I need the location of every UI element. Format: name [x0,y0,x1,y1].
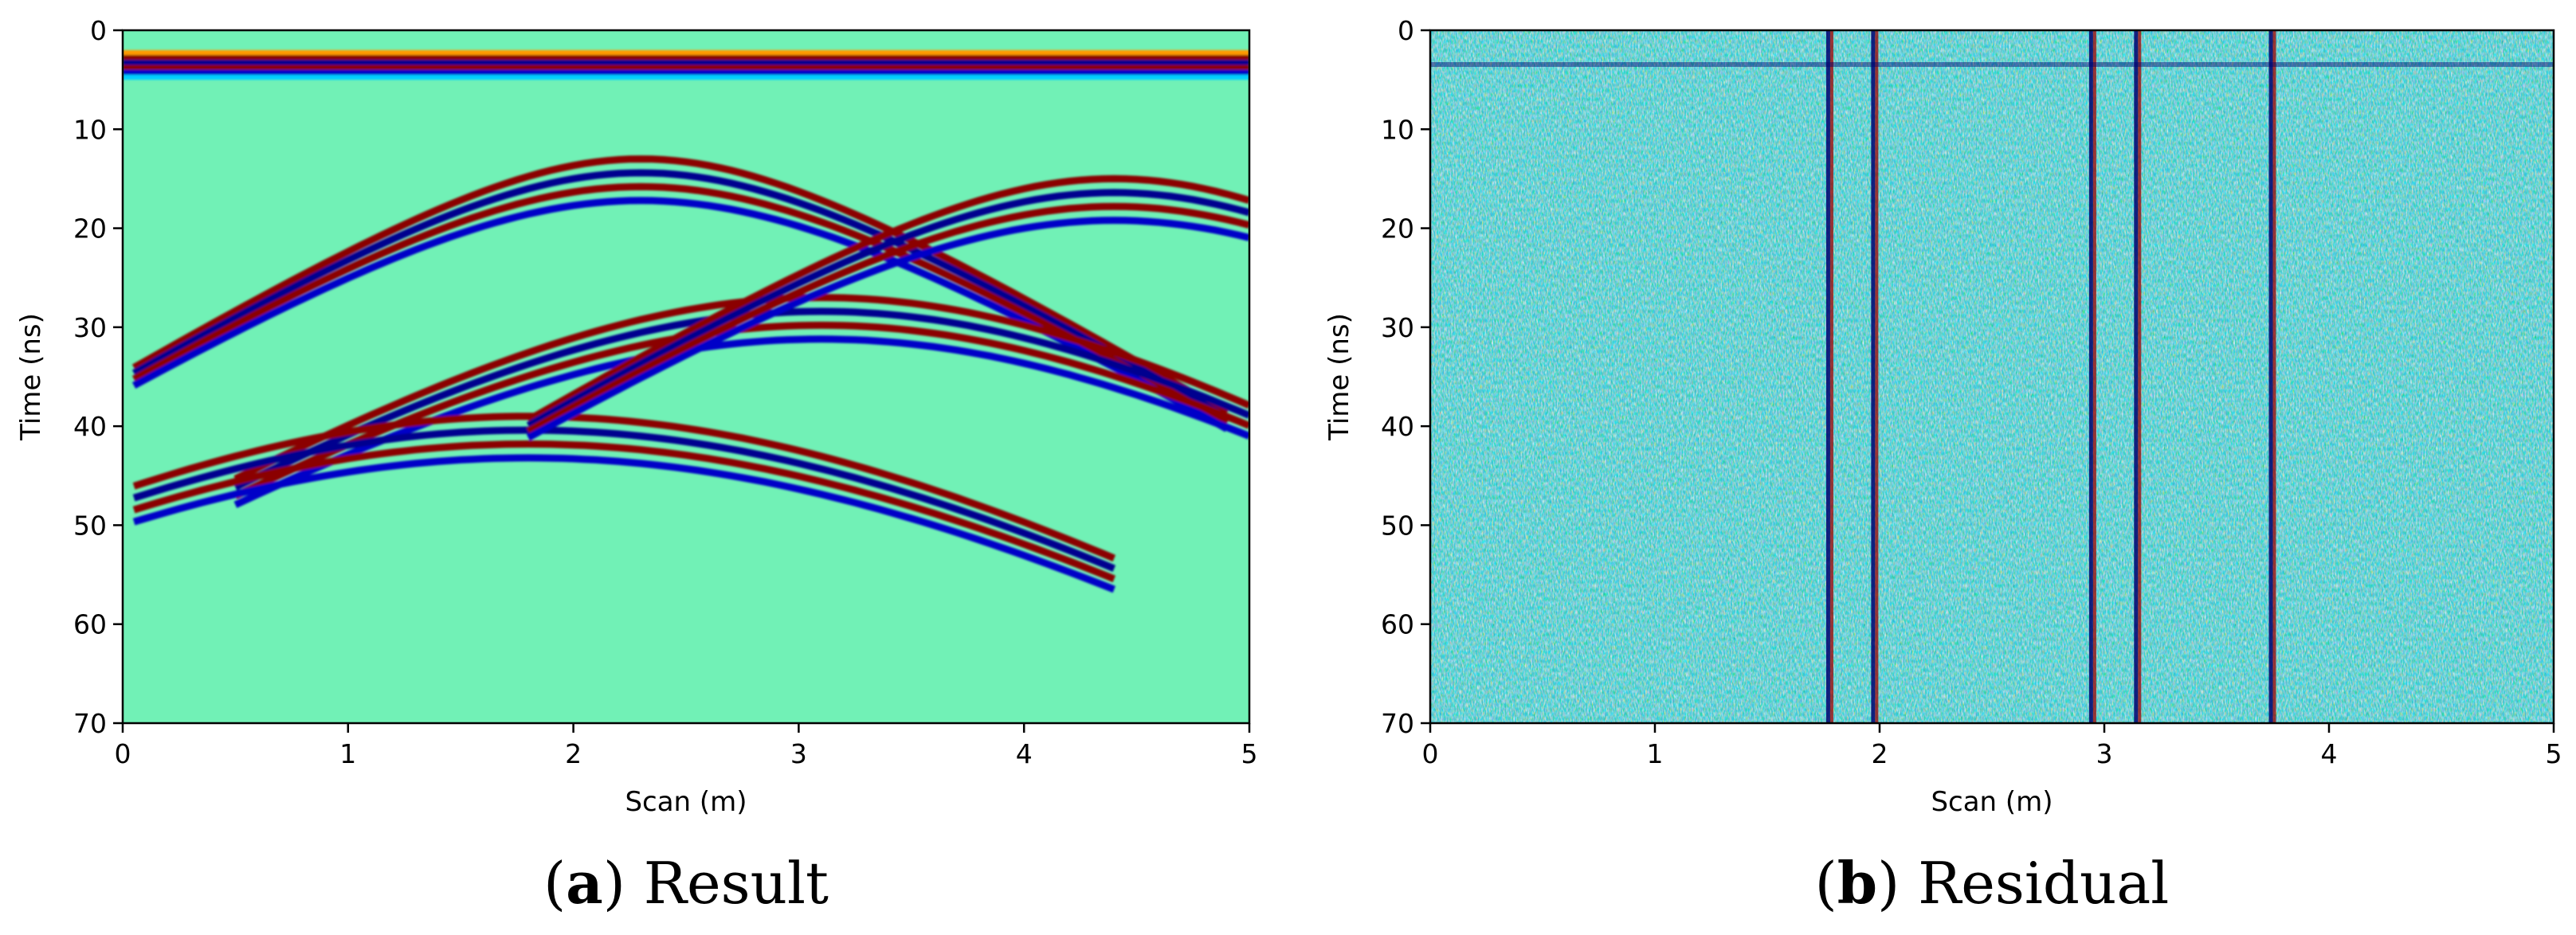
residual-x-tick-label: 5 [2546,738,2562,769]
result-axes-frame [121,29,1251,725]
residual-stripe [2092,30,2096,723]
residual-x-tick-label: 3 [2096,738,2113,769]
reflection-hyperbola [233,335,1249,508]
result-heatmap [123,30,1249,723]
result-y-tick-label: 40 [73,411,107,442]
result-caption: (a) Result [543,849,829,917]
residual-x-tick-label: 1 [1647,738,1664,769]
residual-y-tick-label: 40 [1381,411,1414,442]
result-y-axis-label: Time (ns) [15,313,47,441]
reflection-hyperbola [132,413,1116,562]
reflection-hyperbola [526,202,1249,435]
direct-wave-band [123,69,1249,75]
reflection-hyperbola [131,182,1229,427]
direct-wave-band [123,60,1249,65]
residual-stripe [2138,30,2142,723]
result-y-tick-label: 60 [73,609,107,640]
direct-wave-band [123,49,1249,56]
direct-wave-band [123,74,1249,80]
residual-x-tick-label: 4 [2321,738,2338,769]
residual-axes-frame [1429,29,2555,725]
reflection-hyperbola [131,155,1229,417]
residual-y-axis-label: Time (ns) [1323,313,1355,441]
residual-stripe [1871,30,1876,723]
result-y-tick-label: 10 [73,114,107,145]
result-y-tick-label: 50 [73,510,107,541]
residual-y-tick-label: 20 [1381,213,1414,245]
residual-x-tick-label: 2 [1872,738,1888,769]
residual-stripe [2268,30,2273,723]
residual-stripe [1875,30,1879,723]
residual-stripe [2088,30,2093,723]
result-y-tick-label: 70 [73,708,107,739]
residual-y-tick-label: 10 [1381,114,1414,145]
residual-caption: (b) Residual [1815,849,2170,917]
reflection-hyperbola [131,169,1229,421]
reflection-hyperbola [132,454,1115,593]
direct-wave-band [123,65,1249,70]
result-x-tick-label: 1 [339,738,356,769]
result-x-tick-label: 0 [115,738,131,769]
result-x-axis-label: Scan (m) [625,786,747,818]
residual-y-tick-label: 70 [1381,708,1414,739]
residual-direct-wave-line [1430,62,2554,67]
result-y-tick-label: 30 [73,312,107,343]
reflection-hyperbola [132,440,1115,583]
residual-heatmap [1430,30,2554,723]
residual-stripe [2272,30,2276,723]
residual-y-tick-label: 60 [1381,609,1414,640]
result-y-tick-label: 20 [73,213,107,245]
result-x-tick-label: 4 [1016,738,1033,769]
direct-wave-band [123,55,1249,61]
residual-x-tick-label: 0 [1422,738,1439,769]
residual-y-tick-label: 50 [1381,510,1414,541]
residual-stripe [2134,30,2139,723]
residual-x-axis-label: Scan (m) [1931,786,2053,818]
result-x-tick-label: 2 [565,738,582,769]
reflection-hyperbola [526,217,1249,441]
result-y-tick-label: 0 [90,15,107,46]
residual-y-tick-label: 30 [1381,312,1414,343]
residual-stripe [1829,30,1833,723]
reflection-hyperbola [526,189,1249,429]
reflection-hyperbola [526,174,1249,424]
residual-stripe [1825,30,1830,723]
result-x-tick-label: 5 [1241,738,1258,769]
result-x-tick-label: 3 [790,738,807,769]
residual-y-tick-label: 0 [1398,15,1414,46]
reflection-hyperbola [132,426,1116,573]
